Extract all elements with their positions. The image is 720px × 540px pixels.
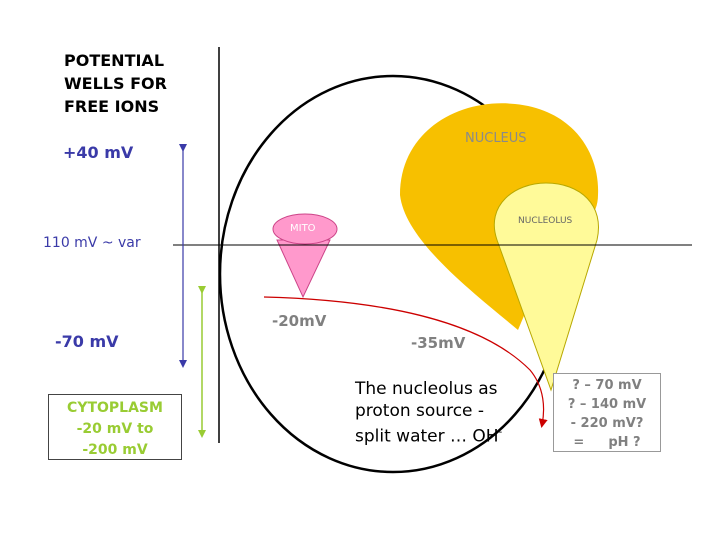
baseline-potential-label: 110 mV ~ var (43, 235, 141, 251)
cytoplasm-label: CYTOPLASM (67, 400, 163, 416)
title-line-2: WELLS FOR (64, 74, 167, 93)
question-line-3: - 220 mV? (570, 416, 644, 431)
note-line-2: proton source - (355, 401, 485, 421)
nucleolus-shape (493, 182, 599, 392)
title-line-3: FREE IONS (64, 97, 160, 116)
cytoplasm-range-line-2: -200 mV (82, 442, 148, 458)
question-ph: pH ? (608, 435, 641, 450)
note-superscript: - (498, 427, 503, 438)
proton-flow-arrow (263, 296, 548, 428)
plus-potential-label: +40 mV (63, 143, 134, 162)
mito-potential-label: -20mV (272, 312, 327, 330)
mito-cone (276, 239, 331, 299)
nucleus-potential-label: -35mV (411, 334, 466, 352)
note-line-3-text: split water … OH (355, 426, 499, 447)
mito-label: MITO (290, 223, 316, 234)
question-box: ? – 70 mV ? – 140 mV - 220 mV? = pH ? (553, 373, 661, 452)
mito-cap (272, 213, 338, 245)
nucleolus-note: The nucleolus as proton source - split w… (355, 378, 502, 448)
cytoplasm-box: CYTOPLASM -20 mV to -200 mV (48, 394, 182, 460)
nucleolus-label: NUCLEOLUS (518, 216, 573, 226)
title-line-1: POTENTIAL (64, 51, 165, 70)
question-equals: = (573, 435, 585, 450)
nucleus-label: NUCLEUS (465, 131, 527, 146)
minus-potential-label: -70 mV (55, 332, 119, 351)
note-line-1: The nucleolus as (355, 379, 498, 399)
page-title: POTENTIAL WELLS FOR FREE IONS (64, 49, 167, 118)
note-line-3: split water … OH- (355, 422, 502, 448)
cytoplasm-range-line-1: -20 mV to (76, 421, 154, 437)
question-line-2: ? – 140 mV (567, 397, 647, 412)
question-line-1: ? – 70 mV (572, 378, 642, 393)
question-line-4: = pH ? (554, 433, 660, 452)
